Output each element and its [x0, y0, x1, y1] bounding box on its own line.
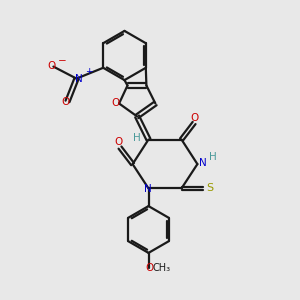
- Text: O: O: [115, 137, 123, 147]
- Text: −: −: [58, 56, 67, 66]
- Text: S: S: [206, 183, 213, 194]
- Text: O: O: [145, 263, 153, 273]
- Text: N: N: [144, 184, 152, 194]
- Text: O: O: [111, 98, 119, 109]
- Text: H: H: [209, 152, 217, 163]
- Text: O: O: [47, 61, 56, 71]
- Text: H: H: [133, 133, 141, 143]
- Text: O: O: [62, 97, 70, 107]
- Text: N: N: [199, 158, 207, 168]
- Text: O: O: [190, 112, 199, 123]
- Text: N: N: [75, 74, 83, 84]
- Text: CH₃: CH₃: [153, 263, 171, 273]
- Text: +: +: [85, 68, 93, 76]
